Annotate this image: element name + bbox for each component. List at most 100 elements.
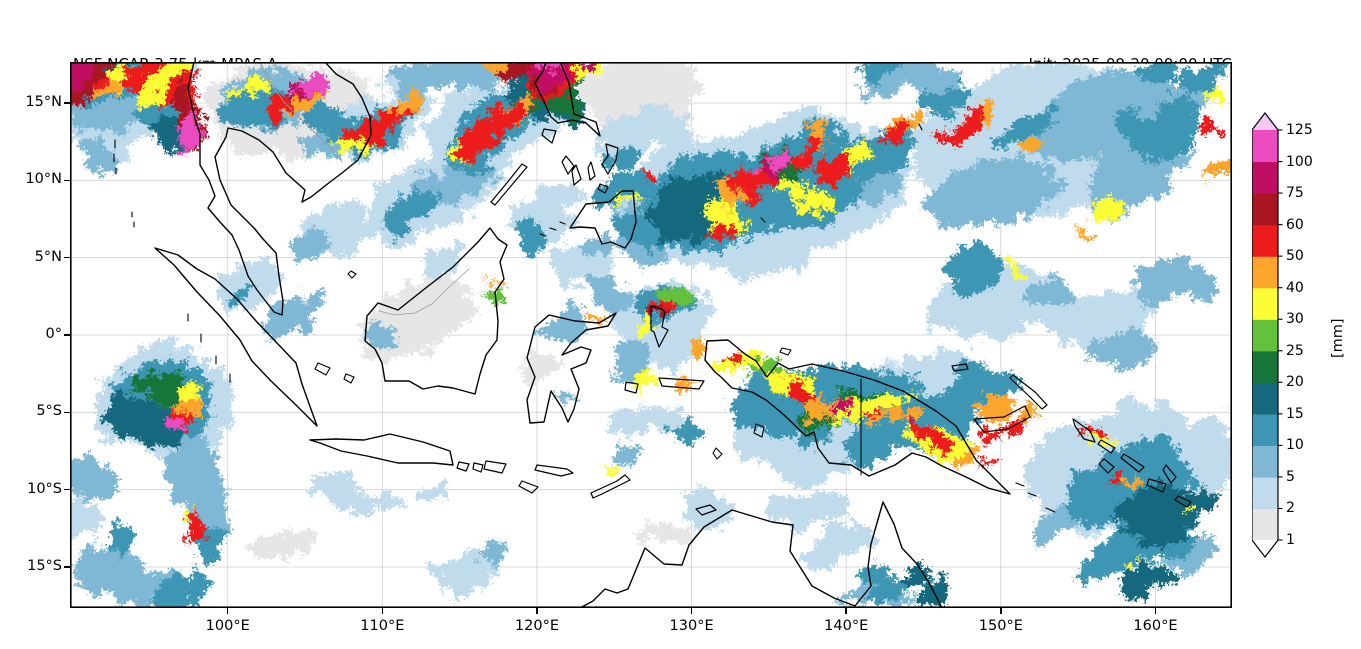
- precip-cell: [198, 523, 224, 574]
- indochina-border: [259, 61, 343, 163]
- precip-cell: [80, 95, 147, 136]
- precip-cell: [178, 106, 192, 156]
- precip-cell: [588, 315, 604, 327]
- colorbar-tick-label: 40: [1286, 279, 1304, 296]
- coast-australia: [579, 501, 943, 609]
- precip-cell: [107, 528, 139, 550]
- precip-cell: [430, 553, 495, 587]
- x-tick-mark: [226, 608, 229, 614]
- x-tick-mark: [381, 608, 384, 614]
- precip-cell: [831, 399, 849, 410]
- precip-cell: [1075, 226, 1099, 240]
- precip-cell: [786, 387, 817, 403]
- precip-cell: [1114, 563, 1172, 608]
- coast-melville: [695, 504, 717, 516]
- precip-cell: [49, 500, 103, 547]
- y-tick-mark: [64, 102, 70, 104]
- precip-cell: [533, 179, 588, 213]
- precip-cell: [809, 529, 875, 562]
- precip-cell: [1124, 478, 1212, 538]
- x-tick-label: 100°E: [205, 618, 250, 634]
- y-tick-label: 15°N: [25, 93, 62, 110]
- precip-cell: [863, 409, 894, 425]
- x-tick-label: 130°E: [669, 618, 714, 634]
- coast-small-islands: [113, 123, 1056, 513]
- precip-cell: [622, 187, 640, 199]
- precip-cell: [268, 300, 318, 333]
- precip-cell: [1127, 261, 1221, 310]
- colorbar-tick-label: 30: [1286, 311, 1304, 328]
- precip-cell: [662, 291, 694, 314]
- coast-sulawesi: [526, 312, 617, 424]
- precip-cell: [983, 398, 1009, 414]
- precip-cell: [798, 190, 839, 214]
- y-tick-mark: [64, 256, 70, 259]
- x-tick-label: 150°E: [978, 618, 1023, 634]
- precip-cell: [945, 436, 983, 460]
- precip-cell: [738, 175, 756, 189]
- precip-cell: [360, 276, 473, 357]
- precip-cell: [872, 414, 920, 438]
- precip-cell: [721, 345, 742, 359]
- y-tick-mark: [64, 411, 70, 414]
- precip-cell: [1114, 464, 1132, 475]
- y-tick-mark: [64, 334, 70, 336]
- map-frame: [70, 62, 1233, 609]
- precip-cell: [1120, 105, 1198, 157]
- precip-cell: [1120, 566, 1138, 577]
- precip-cell: [919, 426, 947, 442]
- precip-cell: [1009, 256, 1030, 269]
- precip-cell: [631, 365, 663, 385]
- colorbar-tick-label: 75: [1286, 185, 1304, 202]
- precip-cell: [592, 440, 643, 466]
- precip-cell: [764, 153, 792, 173]
- map-plot: [42, 48, 1239, 614]
- precip-cell: [455, 104, 526, 151]
- precip-cell: [88, 137, 126, 162]
- precip-cell: [862, 577, 911, 606]
- precip-cell: [224, 285, 250, 304]
- precip-cell: [823, 160, 857, 182]
- precip-cell: [662, 429, 697, 446]
- precip-cell: [1212, 87, 1235, 100]
- x-tick-mark: [690, 608, 693, 614]
- precip-cell: [881, 130, 911, 150]
- y-tick-label: 10°S: [27, 480, 62, 497]
- precip-cell: [1099, 195, 1125, 209]
- coast-java: [309, 433, 454, 466]
- x-tick-label: 140°E: [824, 618, 869, 634]
- coast-new-guinea: [704, 339, 1011, 495]
- x-tick-label: 110°E: [360, 618, 405, 634]
- precip-cell: [131, 65, 195, 104]
- y-tick-label: 5°N: [34, 248, 62, 265]
- precip-cell: [337, 482, 403, 516]
- precip-cell: [615, 405, 681, 438]
- coast-solomons: [1072, 418, 1192, 508]
- precip-cell: [237, 87, 268, 106]
- coast-lesser-sunda: [456, 460, 631, 499]
- coastlines: [113, 61, 1192, 609]
- x-tick-label: 160°E: [1133, 618, 1178, 634]
- precip-cell: [481, 294, 497, 305]
- y-tick-label: 5°S: [36, 403, 62, 420]
- precip-cell: [295, 70, 333, 93]
- precip-cell: [918, 81, 972, 112]
- precip-cell: [392, 56, 472, 94]
- country-borders: [259, 61, 470, 316]
- precip-cell: [595, 468, 612, 478]
- coast-luzon: [534, 61, 601, 137]
- y-tick-mark: [64, 179, 70, 182]
- precip-cell: [940, 111, 975, 138]
- precip-cell: [348, 102, 407, 147]
- precip-cell: [157, 408, 181, 426]
- precip-cell: [387, 188, 446, 228]
- precip-cell: [920, 583, 946, 601]
- precip-cell: [519, 231, 546, 247]
- precip-cell: [825, 394, 904, 427]
- precip-cell: [702, 221, 731, 236]
- coast-philippines-central: [490, 128, 619, 206]
- precip-cell: [494, 274, 509, 284]
- precip-cell: [598, 106, 667, 156]
- x-tick-label: 120°E: [514, 618, 559, 634]
